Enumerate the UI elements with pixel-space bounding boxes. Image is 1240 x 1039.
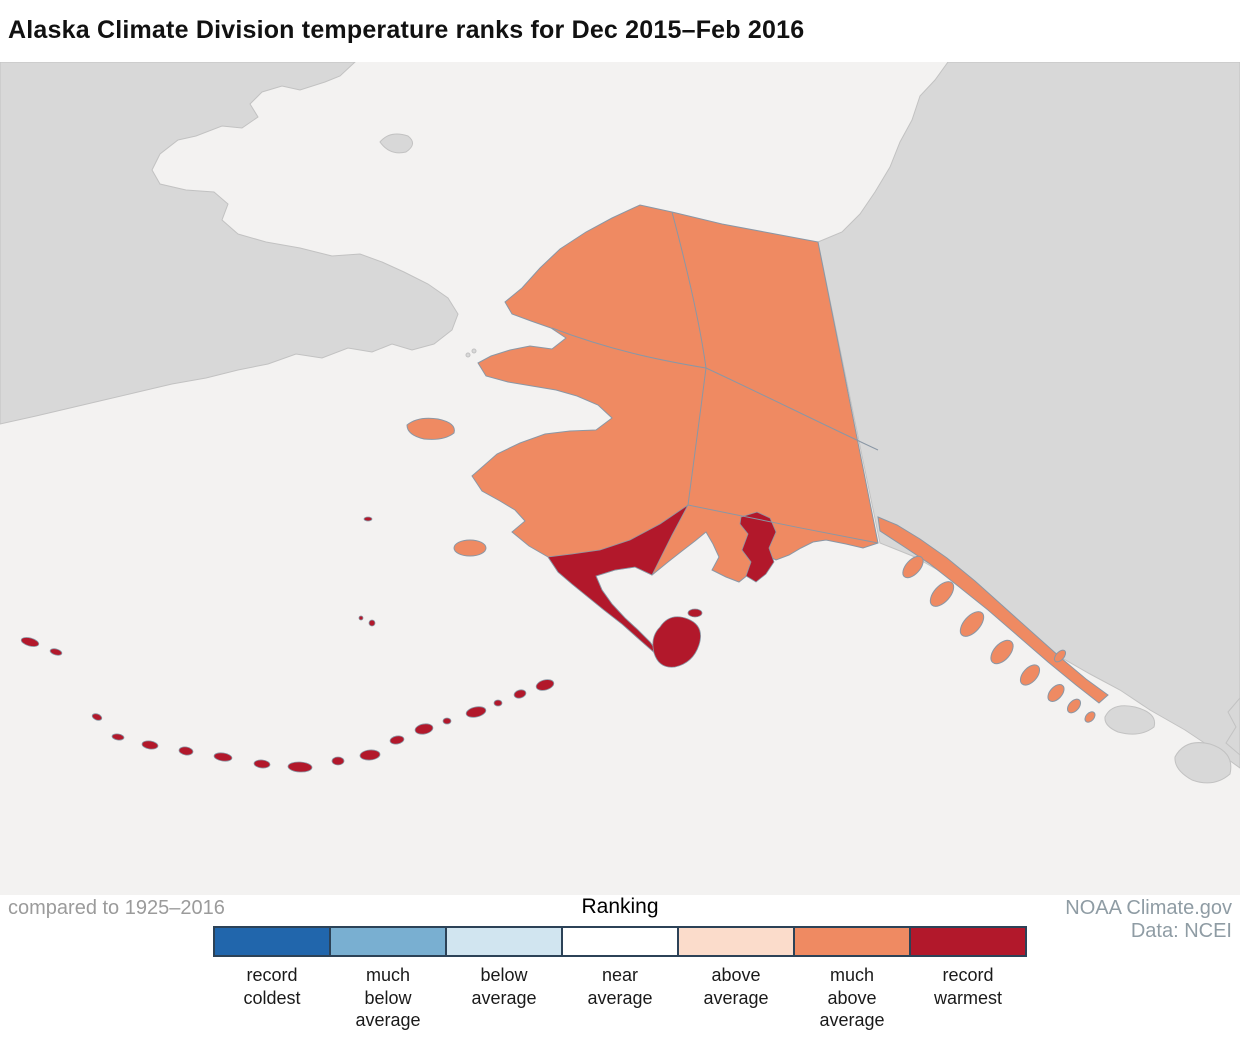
legend-item-record-warmest: record warmest xyxy=(909,926,1027,1032)
legend-swatch xyxy=(561,926,679,957)
panhandle-island xyxy=(959,611,985,637)
legend-label: record coldest xyxy=(243,965,301,1008)
coastal-island xyxy=(1225,697,1240,756)
legend-label: below average xyxy=(471,965,537,1008)
legend-item-much-above-average: much above average xyxy=(793,926,911,1032)
aleutian-island xyxy=(178,746,194,756)
legend-item-record-coldest: record coldest xyxy=(213,926,331,1032)
map-svg xyxy=(0,62,1240,895)
pribilof-island xyxy=(358,615,364,621)
footer: compared to 1925–2016 Ranking record col… xyxy=(0,895,1240,1039)
panhandle-island xyxy=(929,581,955,607)
aleutian-island xyxy=(465,706,487,718)
division-border-line xyxy=(687,504,879,544)
aleutian-island xyxy=(493,699,503,707)
legend-swatch xyxy=(445,926,563,957)
aleutian-island xyxy=(111,733,125,741)
title-bar: Alaska Climate Division temperature rank… xyxy=(0,0,1240,62)
legend-item-near-average: near average xyxy=(561,926,679,1032)
kodiak-island xyxy=(652,616,701,668)
haida-gwaii-island xyxy=(1104,705,1156,735)
legend-title: Ranking xyxy=(581,895,659,918)
russia-landmass xyxy=(0,62,459,425)
division-border-line xyxy=(671,211,707,369)
legend-label: near average xyxy=(587,965,653,1008)
record-warmest-region-northwest-gulf xyxy=(739,511,777,583)
aleutian-island xyxy=(535,679,555,691)
nunivak-island xyxy=(453,539,487,557)
division-border-line xyxy=(551,327,707,369)
panhandle-island xyxy=(1047,684,1065,702)
credits: NOAA Climate.gov Data: NCEI xyxy=(1065,897,1232,943)
haida-gwaii-island xyxy=(1174,742,1232,784)
aleutian-island xyxy=(414,723,434,735)
panhandle-island xyxy=(902,555,924,579)
wrangel-island xyxy=(379,133,413,154)
diomede-island xyxy=(471,348,477,354)
alaska-mainland-much-above-average xyxy=(471,204,879,665)
legend-item-much-below-average: much below average xyxy=(329,926,447,1032)
aleutian-island xyxy=(20,637,40,647)
aleutian-island xyxy=(91,713,103,721)
aleutian-island xyxy=(287,761,313,773)
legend-item-below-average: below average xyxy=(445,926,563,1032)
aleutian-island xyxy=(359,749,381,761)
division-border-line xyxy=(687,367,707,506)
aleutian-island xyxy=(389,735,405,745)
aleutian-island xyxy=(513,689,527,699)
panhandle-island xyxy=(1066,698,1082,714)
alaska-map xyxy=(0,62,1240,895)
legend-label: much above average xyxy=(819,965,885,1030)
aleutian-island xyxy=(442,717,452,725)
st-matthew-island xyxy=(363,516,373,522)
legend-label: record warmest xyxy=(933,965,1002,1008)
st-lawrence-island xyxy=(406,417,455,440)
aleutian-island xyxy=(331,756,345,766)
panhandle-island xyxy=(1019,664,1041,686)
legend: Ranking record coldest much below averag… xyxy=(213,895,1027,1032)
diomede-island xyxy=(465,352,471,358)
pribilof-island xyxy=(368,619,376,627)
legend-swatch xyxy=(793,926,911,957)
afognak-island xyxy=(687,608,703,618)
division-border-line xyxy=(705,367,879,451)
panhandle-island xyxy=(1053,649,1067,663)
legend-label: above average xyxy=(703,965,769,1008)
legend-swatch-row: record coldest much below average below … xyxy=(213,926,1027,1032)
legend-swatch xyxy=(213,926,331,957)
legend-swatch xyxy=(909,926,1027,957)
noaa-credit: NOAA Climate.gov xyxy=(1065,897,1232,919)
data-source: Data: NCEI xyxy=(1130,920,1232,942)
aleutian-island xyxy=(141,740,159,750)
baseline-period-note: compared to 1925–2016 xyxy=(8,897,225,919)
legend-swatch xyxy=(677,926,795,957)
aleutian-island xyxy=(213,752,233,762)
panhandle-island xyxy=(1084,711,1096,723)
legend-item-above-average: above average xyxy=(677,926,795,1032)
legend-swatch xyxy=(329,926,447,957)
aleutian-island xyxy=(49,648,63,656)
map-title: Alaska Climate Division temperature rank… xyxy=(8,16,805,44)
panhandle-island xyxy=(990,639,1014,665)
aleutian-island xyxy=(253,759,271,769)
southeast-panhandle-strip xyxy=(877,516,1109,704)
legend-label: much below average xyxy=(355,965,421,1030)
